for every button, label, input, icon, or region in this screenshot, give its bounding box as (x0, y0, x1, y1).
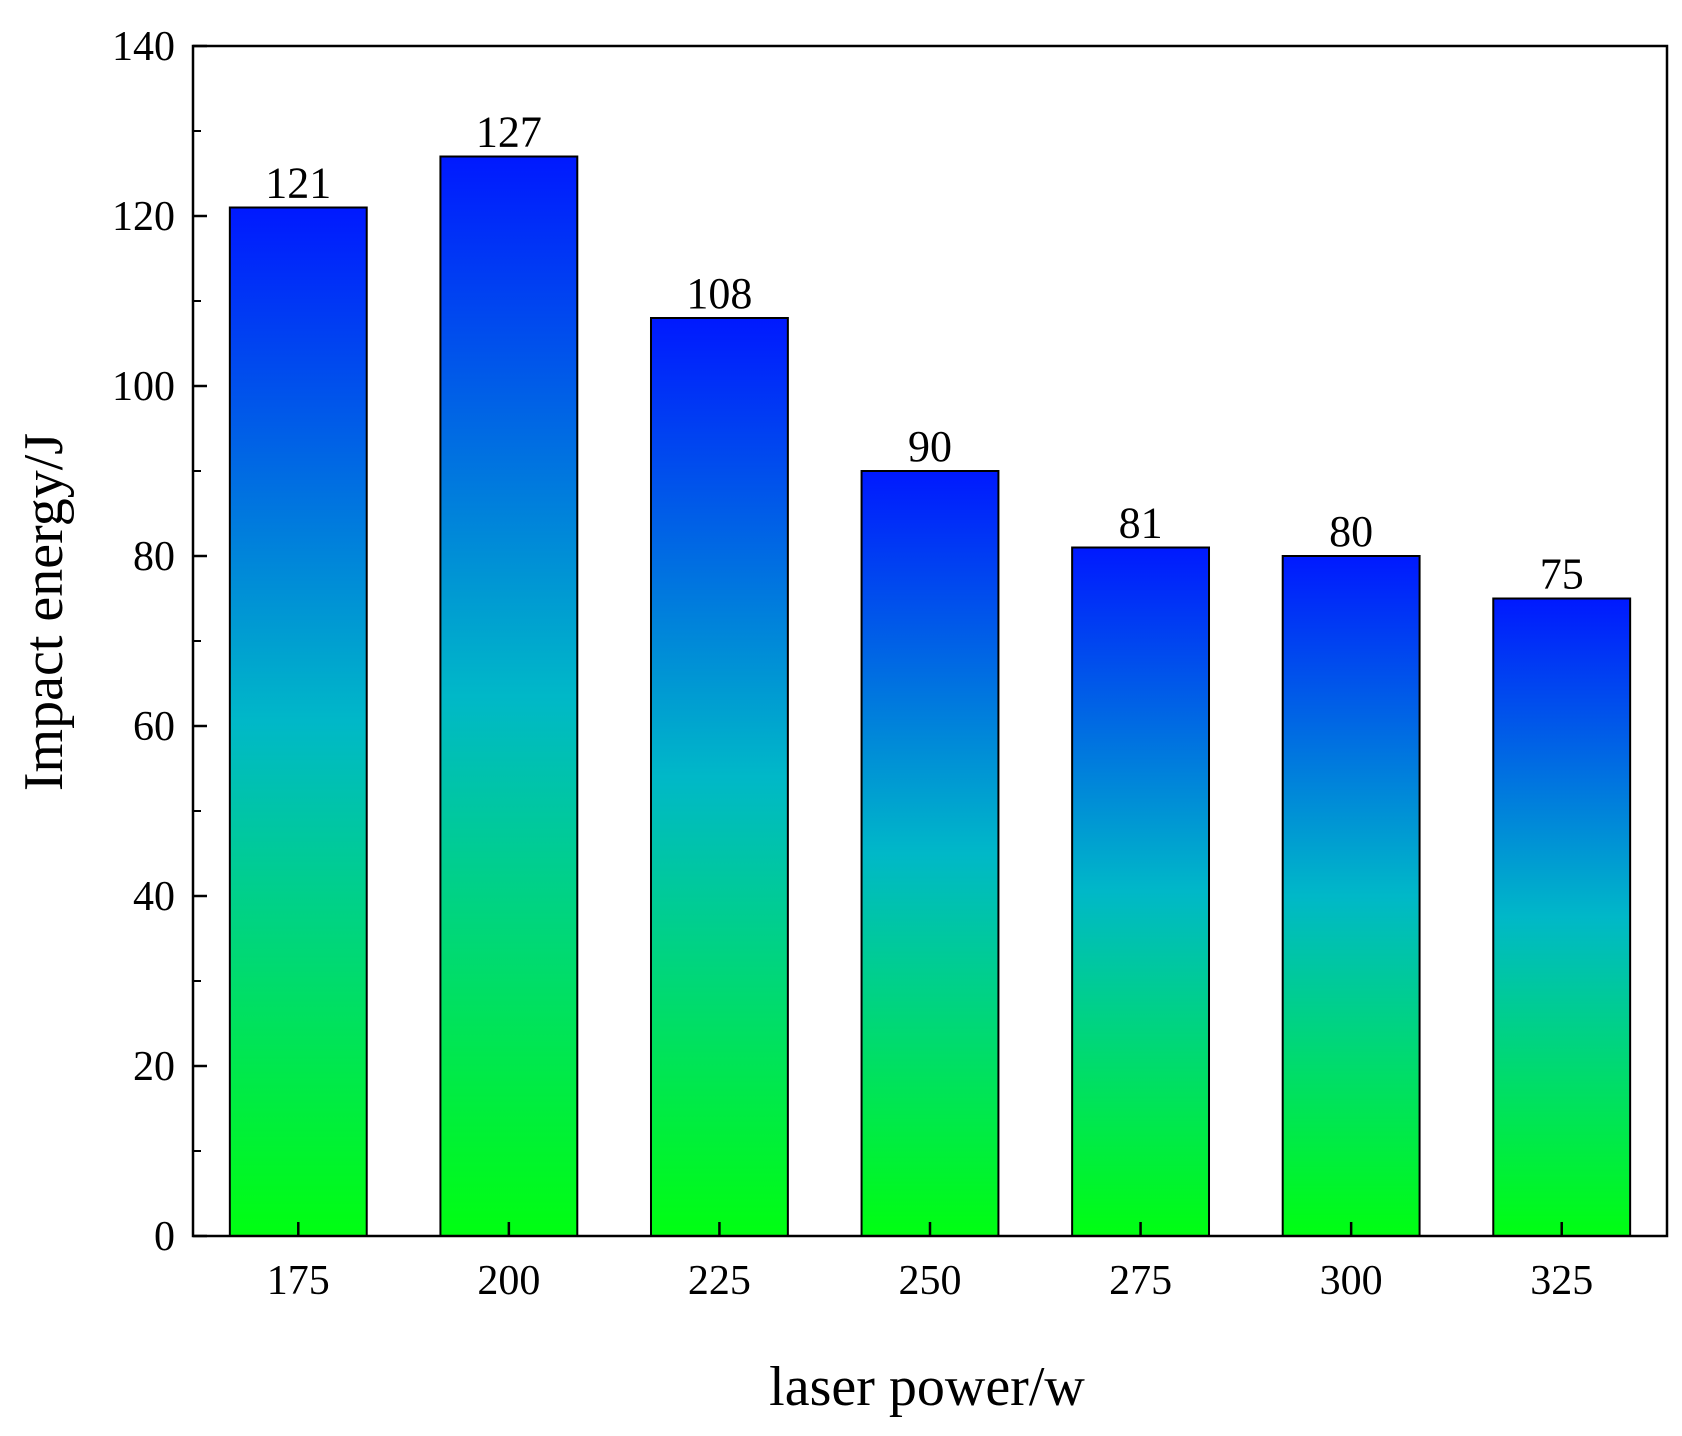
x-tick-label-325: 325 (1530, 1258, 1593, 1304)
y-axis-title: Impact energy/J (13, 433, 75, 791)
x-tick-label-275: 275 (1109, 1258, 1172, 1304)
x-axis-title: laser power/w (769, 1356, 1085, 1418)
y-tick-label-60: 60 (133, 704, 175, 750)
data-label-275: 81 (1119, 499, 1163, 548)
y-tick-label-140: 140 (112, 24, 175, 70)
data-label-200: 127 (476, 108, 542, 157)
bars-layer (228, 155, 1632, 1237)
data-label-225: 108 (686, 269, 752, 318)
y-tick-label-0: 0 (154, 1214, 175, 1260)
y-tick-label-20: 20 (133, 1044, 175, 1090)
x-tick-label-200: 200 (477, 1258, 540, 1304)
x-tick-label-300: 300 (1320, 1258, 1383, 1304)
data-label-300: 80 (1329, 507, 1373, 556)
bar-250 (860, 470, 1000, 1237)
bar-325 (1492, 597, 1632, 1237)
bar-275 (1071, 546, 1211, 1237)
labels-layer: 121 127 108 90 81 80 75 0 20 40 60 80 100 120 140 175 20… (112, 24, 1593, 1304)
bar-200 (439, 155, 579, 1237)
x-tick-label-175: 175 (267, 1258, 330, 1304)
x-tick-label-225: 225 (688, 1258, 751, 1304)
axes (191, 44, 1669, 1238)
x-tick-label-250: 250 (899, 1258, 962, 1304)
data-label-325: 75 (1540, 550, 1584, 599)
bar-225 (649, 317, 789, 1237)
data-label-250: 90 (908, 422, 952, 471)
bar-175 (228, 206, 368, 1237)
y-tick-label-120: 120 (112, 194, 175, 240)
y-tick-label-100: 100 (112, 364, 175, 410)
y-tick-label-80: 80 (133, 534, 175, 580)
bar-300 (1281, 555, 1421, 1237)
y-tick-label-40: 40 (133, 874, 175, 920)
data-label-175: 121 (265, 159, 331, 208)
